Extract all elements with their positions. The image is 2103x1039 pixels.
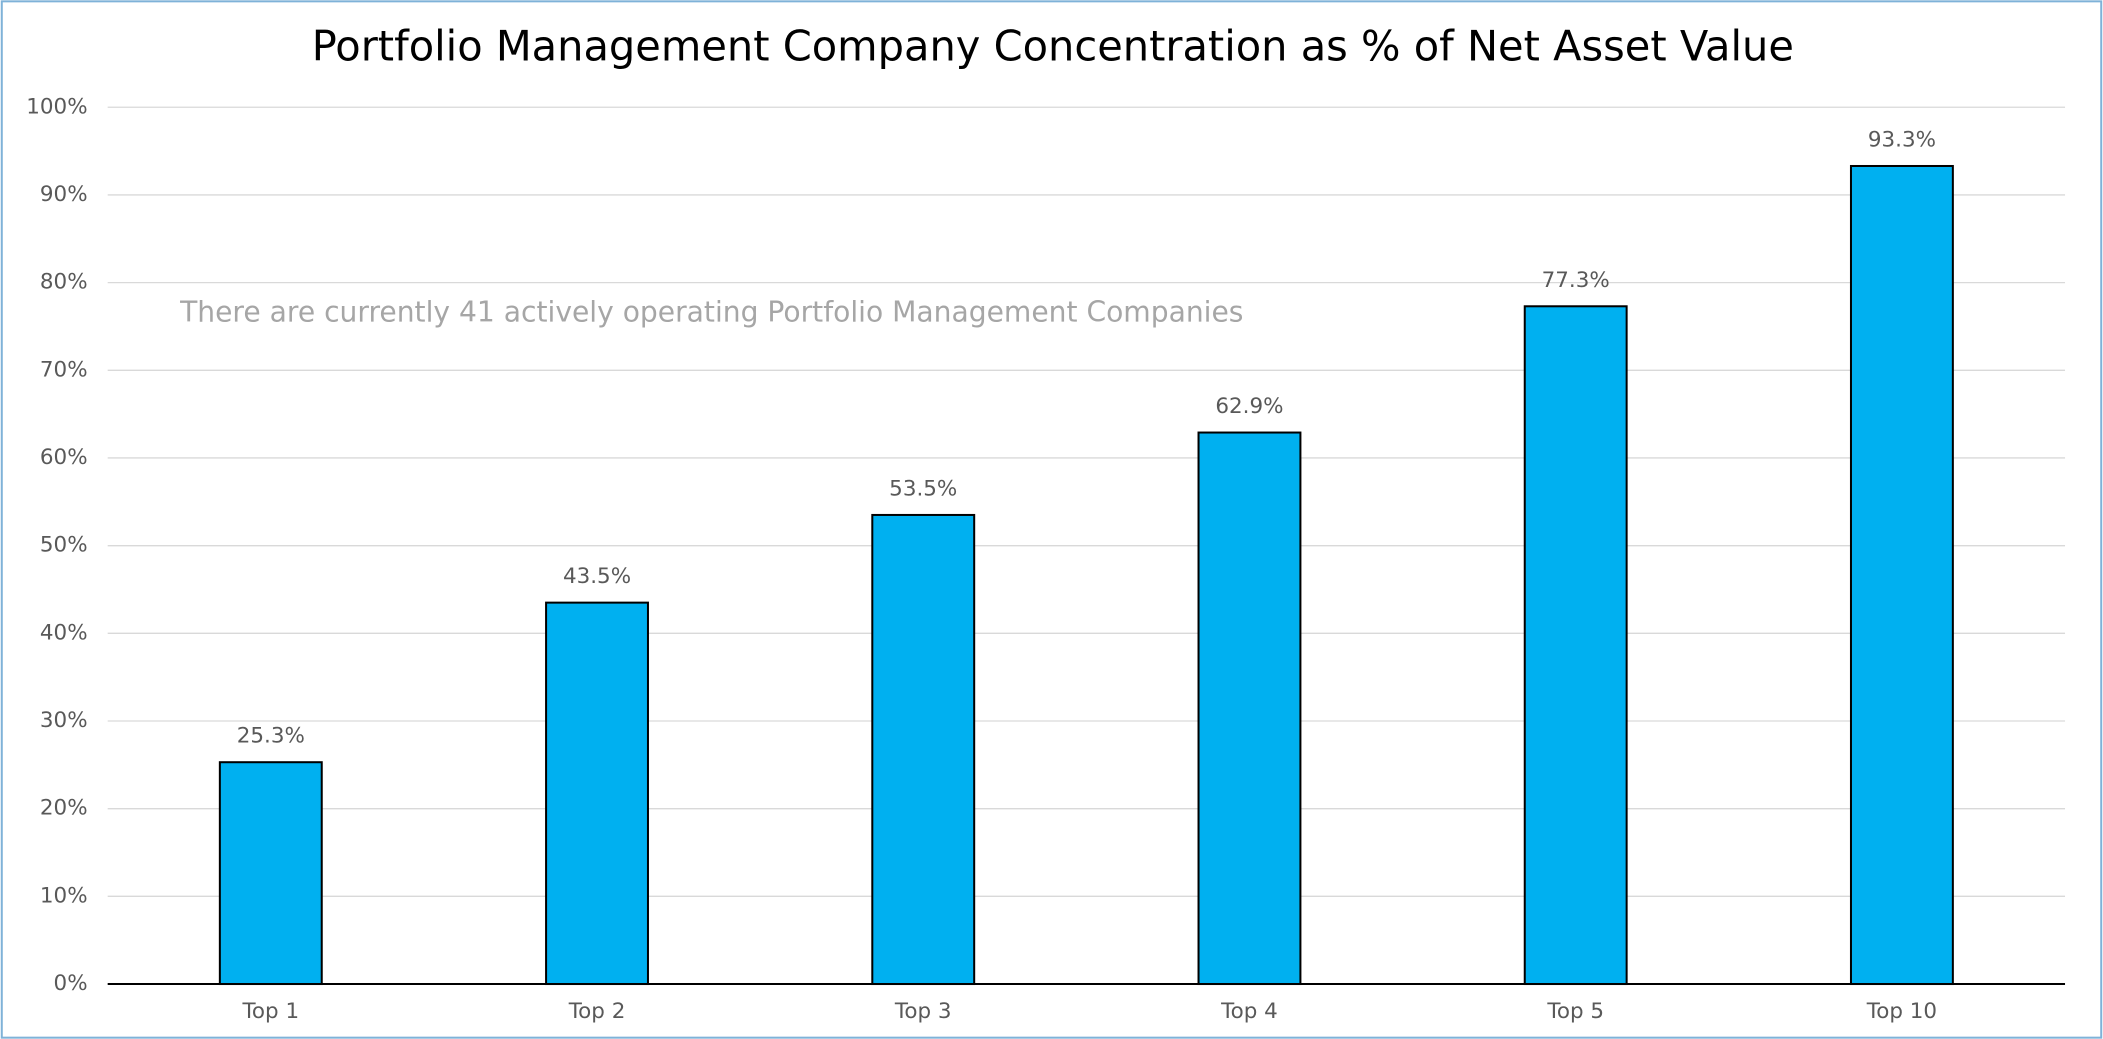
bar (1849, 164, 1954, 986)
y-tick-label: 80% (40, 270, 88, 295)
bar (1523, 305, 1628, 986)
data-label: 77.3% (1542, 268, 1610, 293)
x-tick-label: Top 4 (1220, 999, 1278, 1024)
y-tick-label: 100% (26, 94, 87, 119)
data-label: 25.3% (237, 724, 305, 749)
bar (218, 761, 323, 986)
data-label: 53.5% (889, 476, 957, 501)
y-tick-label: 0% (54, 971, 88, 996)
x-tick-label: Top 5 (1546, 999, 1604, 1024)
y-tick-label: 30% (40, 708, 88, 733)
y-tick-label: 50% (40, 533, 88, 558)
bar (1197, 431, 1302, 986)
bar (545, 601, 649, 986)
bar (871, 513, 976, 986)
annotation: There are currently 41 actively operatin… (179, 296, 1243, 329)
data-label: 93.3% (1868, 128, 1936, 153)
y-tick-label: 90% (40, 182, 88, 207)
y-tick-label: 10% (40, 883, 88, 908)
x-tick-label: Top 10 (1866, 999, 1937, 1024)
y-tick-label: 70% (40, 357, 88, 382)
data-label: 43.5% (563, 564, 631, 589)
y-tick-label: 40% (40, 620, 88, 645)
x-tick-label: Top 3 (894, 999, 952, 1024)
chart-title: Portfolio Management Company Concentrati… (312, 22, 1794, 71)
y-tick-label: 60% (40, 445, 88, 470)
data-label: 62.9% (1215, 394, 1283, 419)
y-tick-label: 20% (40, 796, 88, 821)
x-tick-label: Top 2 (568, 999, 626, 1024)
x-tick-label: Top 1 (241, 999, 299, 1024)
